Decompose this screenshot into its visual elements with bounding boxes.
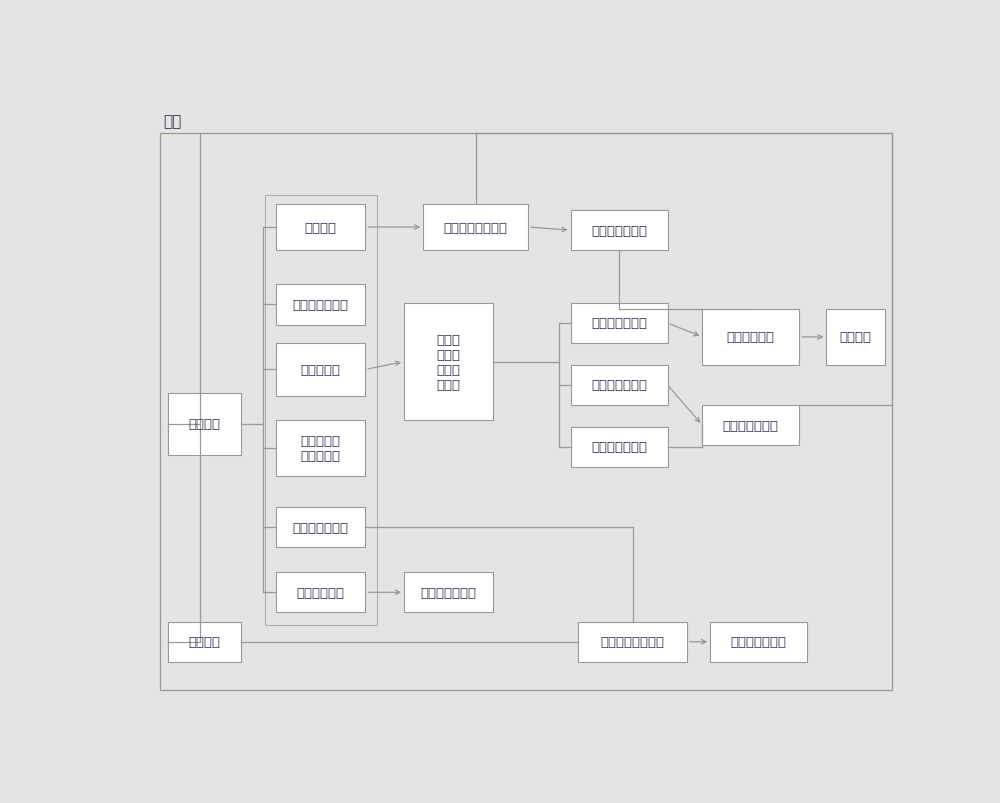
Text: 数字式
输入输
出口扩
展电路: 数字式 输入输 出口扩 展电路 [437,333,461,391]
Bar [571,427,668,467]
Bar [702,406,799,446]
Bar [276,285,365,325]
Text: 气缸控制电路: 气缸控制电路 [727,331,775,344]
Bar [404,573,493,613]
Bar [276,421,365,477]
Text: 电压电流切换电路: 电压电流切换电路 [601,635,665,649]
Bar [264,195,377,625]
Text: 模拟式输入
口扩展电路: 模拟式输入 口扩展电路 [301,434,341,463]
Bar [702,310,799,365]
Bar [578,622,687,662]
Text: 第三无源滤波器: 第三无源滤波器 [293,521,349,534]
Text: 通信电路: 通信电路 [305,222,337,234]
Text: 多块电气测试板: 多块电气测试板 [421,586,477,599]
Bar [571,365,668,406]
Text: 第一有源滤波器: 第一有源滤波器 [591,379,647,392]
Text: 以太网转串口电路: 以太网转串口电路 [444,222,508,234]
Text: 多块电气测试板: 多块电气测试板 [723,419,779,432]
Bar [826,310,885,365]
Bar [710,622,807,662]
Text: 多个气缸: 多个气缸 [839,331,871,344]
Text: 市电: 市电 [164,113,182,128]
Text: 信号放大电路: 信号放大电路 [297,586,345,599]
Text: 第五无源滤波器: 第五无源滤波器 [591,224,647,238]
Bar [276,573,365,613]
Bar [276,344,365,396]
Text: 数据采集器: 数据采集器 [301,364,341,377]
Bar [168,393,241,455]
Text: 数字电源: 数字电源 [188,635,220,649]
Bar [276,507,365,548]
Text: 第四无源滤波器: 第四无源滤波器 [293,299,349,312]
Text: 开关电源: 开关电源 [188,418,220,430]
Text: 第二无源滤波器: 第二无源滤波器 [591,441,647,454]
Bar [571,304,668,344]
Text: 多块电气测试板: 多块电气测试板 [731,635,787,649]
Bar [168,622,241,662]
Bar [423,205,528,251]
Bar [404,304,493,421]
Bar [571,210,668,251]
Bar [276,205,365,251]
Text: 第一无源滤波器: 第一无源滤波器 [591,317,647,330]
